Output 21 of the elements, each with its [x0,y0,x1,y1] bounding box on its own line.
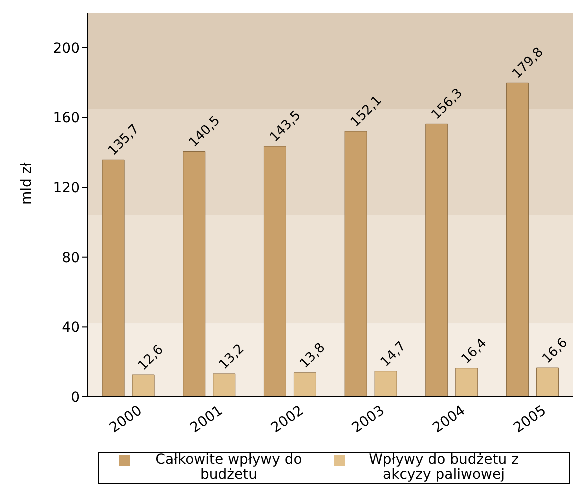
bar [264,146,286,397]
legend-label: Wpływy do budżetu z akcyzy paliwowej [368,452,520,483]
y-tick-label: 0 [71,390,80,406]
y-tick-label: 160 [53,110,80,127]
bar [102,160,125,397]
legend-label: Całkowite wpływy do budżetu [154,452,304,483]
bar [132,374,155,397]
bar [294,372,316,397]
bar [426,124,448,397]
bar [344,131,368,397]
bar [536,368,559,397]
y-tick-label: 40 [62,320,80,336]
bar [213,374,236,397]
bar [374,371,398,397]
y-axis-title: mld zł [18,162,35,205]
y-tick-label: 80 [62,250,80,266]
bar [506,82,529,397]
y-tick-label: 200 [53,40,80,57]
y-tick-label: 120 [53,180,80,197]
bar [183,152,206,397]
bar [456,368,478,397]
